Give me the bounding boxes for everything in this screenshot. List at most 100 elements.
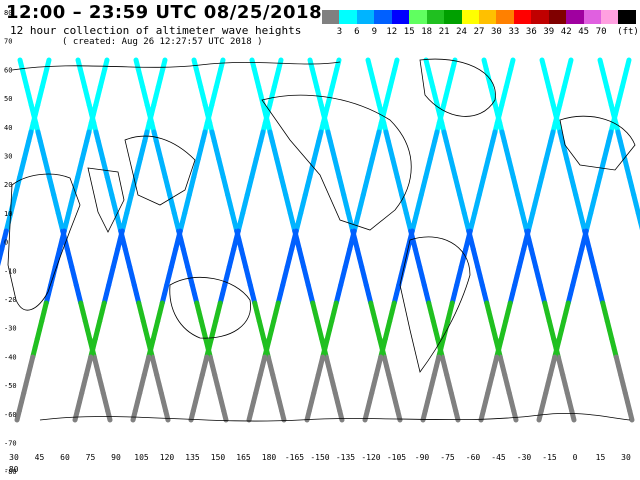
track-segment bbox=[105, 408, 113, 423]
legend-swatch bbox=[444, 10, 462, 24]
longitude-label: 180 bbox=[262, 453, 277, 462]
legend-value-label: 27 bbox=[473, 27, 485, 37]
track-segment bbox=[511, 408, 519, 423]
legend-value-label: 42 bbox=[560, 27, 572, 37]
track-segment bbox=[627, 408, 635, 423]
longitude-label: 105 bbox=[134, 453, 149, 462]
longitude-label: -60 bbox=[466, 453, 481, 462]
track-segment bbox=[0, 246, 5, 261]
latitude-label: 60 bbox=[4, 66, 12, 74]
legend-value-label: 33 bbox=[508, 27, 520, 37]
longitude-label: -75 bbox=[440, 453, 455, 462]
legend-swatch bbox=[322, 10, 340, 24]
legend-value-label: 45 bbox=[578, 27, 590, 37]
latitude-label: -30 bbox=[4, 325, 17, 333]
legend-value-label: 21 bbox=[438, 27, 450, 37]
longitude-label: 15 bbox=[596, 453, 606, 462]
legend-swatch bbox=[409, 10, 427, 24]
legend-swatch bbox=[339, 10, 357, 24]
track-segment bbox=[72, 408, 80, 423]
wave-height-color-legend bbox=[322, 10, 636, 24]
legend-swatch bbox=[566, 10, 584, 24]
longitude-label: -135 bbox=[336, 453, 355, 462]
track-segment bbox=[304, 408, 312, 423]
latitude-label: -40 bbox=[4, 353, 17, 361]
page-subtitle: 12 hour collection of altimeter wave hei… bbox=[10, 24, 302, 37]
latitude-label: 0 bbox=[4, 239, 8, 247]
legend-labels: 3 6 9 12 15 18 21 24 27 30 33 36 39 42 45 70 (ft) bbox=[322, 27, 639, 39]
longitude-labels: 30 45 60 75 90 105 120 135 150 165 180 -165 -150 -135… bbox=[4, 453, 631, 474]
latitude-label: -10 bbox=[4, 267, 17, 275]
created-timestamp: ( created: Aug 26 12:27:57 UTC 2018 ) bbox=[62, 37, 263, 47]
latitude-label: -70 bbox=[4, 440, 17, 448]
longitude-label: 135 bbox=[185, 453, 200, 462]
track-segment bbox=[453, 408, 461, 423]
latitude-label: 20 bbox=[4, 181, 12, 189]
latitude-labels: 80 70 60 50 40 30 20 10 0 -10 -20 -30 -40 -50 -60 -70 -8… bbox=[4, 9, 17, 476]
legend-swatch bbox=[583, 10, 601, 24]
longitude-label: 120 bbox=[160, 453, 175, 462]
coastlines bbox=[7, 58, 636, 422]
longitude-label: 0 bbox=[573, 453, 578, 462]
legend-value-label: 36 bbox=[525, 27, 537, 37]
legend-value-label: 39 bbox=[543, 27, 555, 37]
legend-value-label: 3 bbox=[336, 27, 343, 37]
legend-value-label: 30 bbox=[491, 27, 502, 37]
track-segment bbox=[188, 408, 196, 423]
longitude-label: 90 bbox=[111, 453, 121, 462]
longitude-label: 165 bbox=[236, 453, 251, 462]
legend-value-label: 6 bbox=[354, 27, 360, 37]
track-segment bbox=[420, 408, 428, 423]
track-segment bbox=[569, 408, 577, 423]
longitude-label: 150 bbox=[211, 453, 226, 462]
page-title: 12:00 – 23:59 UTC 08/25/2018 bbox=[6, 2, 323, 23]
track-segment bbox=[279, 408, 287, 423]
legend-swatch bbox=[601, 10, 619, 24]
legend-swatch bbox=[478, 10, 497, 24]
legend-value-label: 9 bbox=[371, 27, 378, 37]
legend-value-label: 15 bbox=[403, 27, 415, 37]
track-segment bbox=[478, 408, 486, 423]
legend-value-label: 70 bbox=[595, 27, 607, 37]
legend-unit-label: (ft) bbox=[617, 27, 639, 37]
track-segment bbox=[635, 210, 640, 225]
legend-value-label: 18 bbox=[421, 27, 433, 37]
legend-swatch bbox=[461, 10, 479, 24]
legend-swatch bbox=[618, 10, 636, 24]
altimeter-tracks bbox=[0, 57, 640, 423]
latitude-label: 50 bbox=[4, 95, 12, 103]
longitude-label: 75 bbox=[86, 453, 96, 462]
legend-value-label: 24 bbox=[456, 27, 467, 37]
legend-swatch bbox=[496, 10, 514, 24]
legend-value-label: 12 bbox=[386, 27, 398, 37]
longitude-label: 45 bbox=[35, 453, 45, 462]
track-segment bbox=[14, 408, 22, 423]
track-segment bbox=[221, 408, 229, 423]
latitude-label: -80 bbox=[4, 468, 17, 476]
track-segment bbox=[246, 408, 254, 423]
longitude-label: -90 bbox=[415, 453, 430, 462]
latitude-label: -80 bbox=[4, 465, 19, 474]
longitude-label: 30 bbox=[9, 453, 19, 462]
latitude-label: 80 bbox=[4, 9, 12, 17]
legend-swatch bbox=[513, 10, 532, 24]
legend-swatch bbox=[356, 10, 375, 24]
longitude-label: -30 bbox=[517, 453, 532, 462]
longitude-label: 30 bbox=[621, 453, 631, 462]
latitude-label: -50 bbox=[4, 382, 17, 390]
legend-swatch bbox=[426, 10, 445, 24]
latitude-label: 40 bbox=[4, 124, 12, 132]
track-segment bbox=[536, 408, 544, 423]
legend-swatch bbox=[374, 10, 392, 24]
longitude-label: -120 bbox=[361, 453, 380, 462]
latitude-label: 70 bbox=[4, 38, 12, 46]
latitude-label: 10 bbox=[4, 210, 12, 218]
latitude-label: -60 bbox=[4, 411, 17, 419]
longitude-label: -150 bbox=[310, 453, 329, 462]
track-segment bbox=[130, 408, 138, 423]
legend-swatch bbox=[531, 10, 549, 24]
latitude-label: 30 bbox=[4, 153, 12, 161]
longitude-label: 60 bbox=[60, 453, 70, 462]
legend-swatch bbox=[391, 10, 410, 24]
